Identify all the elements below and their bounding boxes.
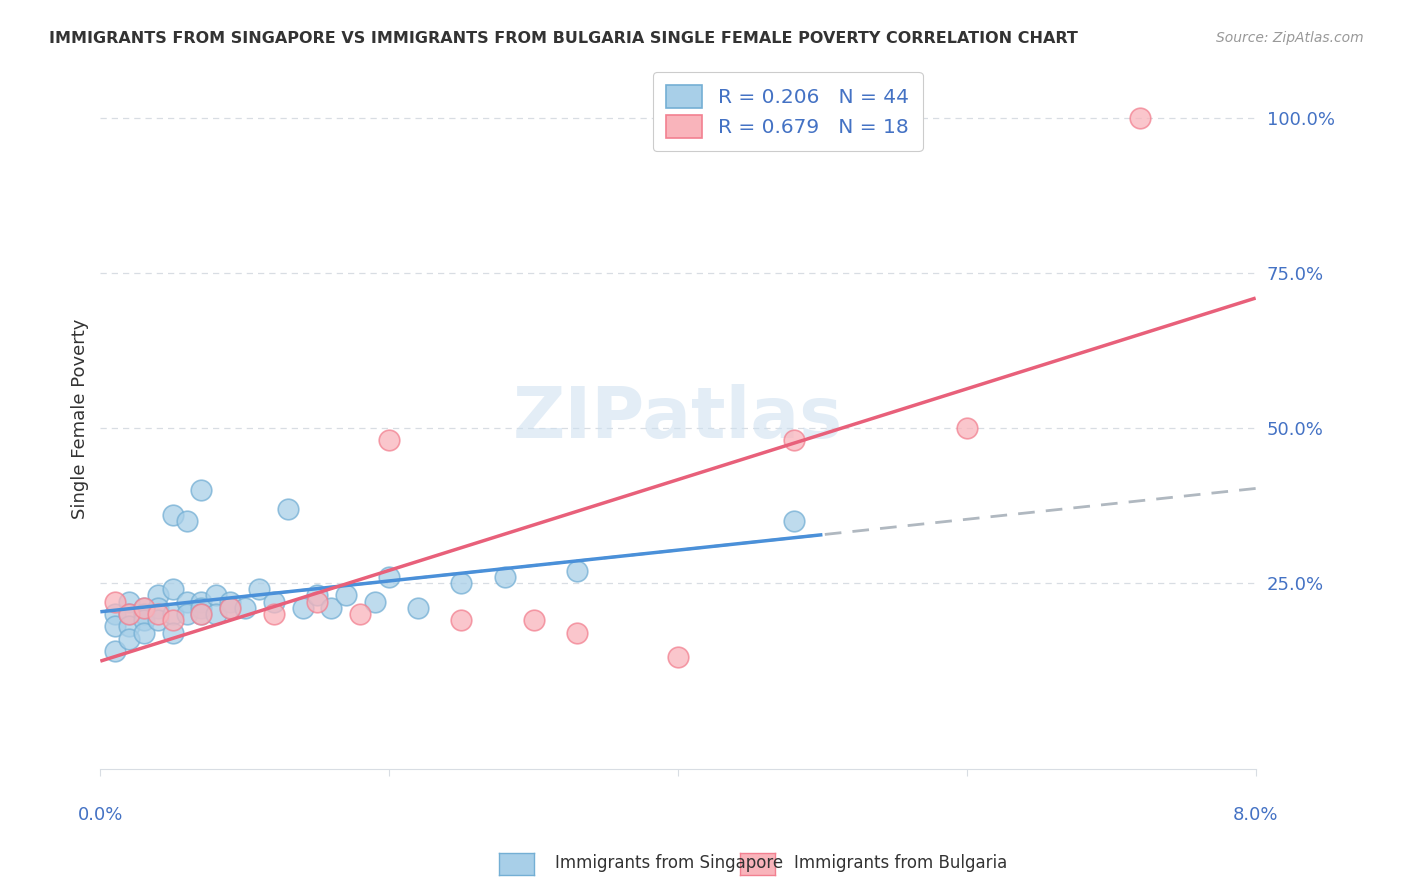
Point: [321, 600, 343, 615]
Y-axis label: Single Female Poverty: Single Female Poverty: [72, 318, 89, 519]
Point: [219, 594, 242, 608]
Text: Immigrants from Bulgaria: Immigrants from Bulgaria: [794, 855, 1008, 872]
Point: [450, 613, 472, 627]
Point: [118, 619, 141, 633]
Point: [219, 600, 242, 615]
Point: [190, 607, 212, 621]
Point: [305, 594, 328, 608]
Point: [132, 600, 155, 615]
Point: [378, 570, 401, 584]
Point: [233, 600, 256, 615]
Point: [132, 607, 155, 621]
Point: [219, 600, 242, 615]
Point: [132, 625, 155, 640]
Text: ZIPatlas: ZIPatlas: [513, 384, 844, 453]
Point: [118, 632, 141, 646]
Text: 8.0%: 8.0%: [1233, 806, 1278, 824]
Point: [118, 607, 141, 621]
Point: [494, 570, 516, 584]
Point: [176, 514, 198, 528]
Point: [162, 607, 184, 621]
Point: [205, 589, 228, 603]
Point: [565, 625, 588, 640]
Point: [162, 582, 184, 597]
Point: [782, 514, 804, 528]
Point: [364, 594, 387, 608]
Text: Immigrants from Singapore: Immigrants from Singapore: [555, 855, 783, 872]
Point: [132, 613, 155, 627]
Point: [335, 589, 357, 603]
Point: [378, 434, 401, 448]
Point: [406, 600, 429, 615]
Text: IMMIGRANTS FROM SINGAPORE VS IMMIGRANTS FROM BULGARIA SINGLE FEMALE POVERTY CORR: IMMIGRANTS FROM SINGAPORE VS IMMIGRANTS …: [49, 31, 1078, 46]
Point: [146, 589, 169, 603]
Point: [565, 564, 588, 578]
Point: [291, 600, 314, 615]
Point: [104, 619, 127, 633]
Point: [247, 582, 270, 597]
Text: Source: ZipAtlas.com: Source: ZipAtlas.com: [1216, 31, 1364, 45]
Point: [146, 600, 169, 615]
Point: [104, 594, 127, 608]
Point: [205, 607, 228, 621]
Point: [956, 421, 979, 435]
Point: [523, 613, 546, 627]
Point: [132, 600, 155, 615]
Point: [263, 594, 285, 608]
Point: [104, 607, 127, 621]
Point: [349, 607, 371, 621]
Point: [176, 607, 198, 621]
Point: [190, 600, 212, 615]
Point: [666, 650, 689, 665]
Point: [176, 594, 198, 608]
Point: [118, 594, 141, 608]
Point: [118, 607, 141, 621]
Point: [146, 607, 169, 621]
Point: [162, 613, 184, 627]
Point: [1129, 111, 1152, 125]
Text: 0.0%: 0.0%: [77, 806, 124, 824]
Point: [190, 594, 212, 608]
Point: [146, 613, 169, 627]
Point: [263, 607, 285, 621]
Point: [162, 508, 184, 522]
Legend: R = 0.206   N = 44, R = 0.679   N = 18: R = 0.206 N = 44, R = 0.679 N = 18: [652, 71, 922, 152]
Point: [305, 589, 328, 603]
Point: [190, 483, 212, 497]
Point: [162, 625, 184, 640]
Point: [782, 434, 804, 448]
Point: [190, 607, 212, 621]
Point: [277, 501, 299, 516]
Point: [450, 576, 472, 591]
Point: [104, 644, 127, 658]
